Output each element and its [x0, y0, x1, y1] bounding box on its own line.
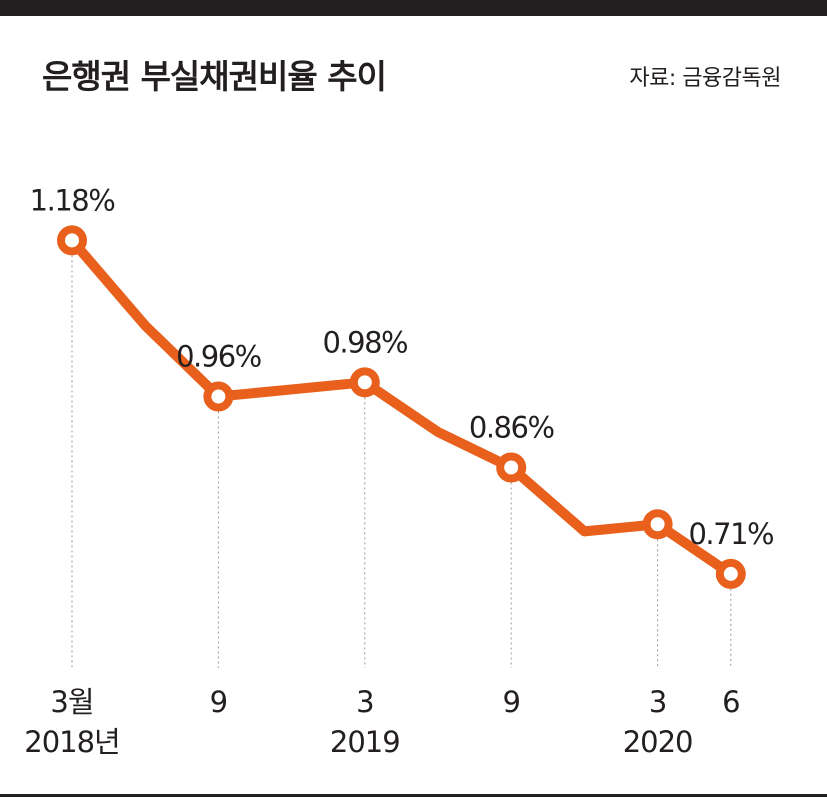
data-point-5	[715, 558, 746, 589]
source-note: 자료: 금융감독원	[629, 66, 781, 91]
x-tick-month-2: 3	[356, 685, 373, 719]
data-point-3	[496, 452, 527, 483]
x-tick-month-0: 3월	[50, 685, 93, 719]
data-point-1	[203, 381, 234, 412]
x-axis-ticks: 3월 2018년 9 3 2019 9 3 2020 6	[24, 685, 740, 759]
x-tick-year-2: 2019	[330, 725, 400, 759]
bottom-rule	[0, 794, 827, 797]
value-label-2: 0.98%	[322, 325, 407, 359]
value-label-4: 0.71%	[688, 517, 773, 551]
value-label-1: 0.96%	[176, 340, 261, 374]
x-tick-month-3: 9	[502, 685, 519, 719]
value-label-3: 0.86%	[469, 410, 554, 444]
data-point-4	[642, 509, 673, 540]
data-point-2	[349, 367, 380, 398]
x-tick-month-5: 6	[722, 685, 739, 719]
guide-lines	[71, 240, 732, 668]
series-line	[67, 235, 736, 579]
x-tick-year-0: 2018년	[24, 725, 119, 759]
x-tick-month-1: 9	[210, 685, 227, 719]
chart-title: 은행권 부실채권비율 추이	[42, 57, 387, 96]
top-bar	[0, 0, 827, 16]
data-markers	[57, 225, 746, 589]
value-label-0: 1.18%	[30, 183, 115, 217]
data-point-0	[57, 225, 87, 256]
value-labels: 1.18% 0.96% 0.98% 0.86% 0.71%	[30, 183, 775, 551]
x-tick-year-4: 2020	[623, 725, 693, 759]
x-tick-month-4: 3	[649, 685, 666, 719]
